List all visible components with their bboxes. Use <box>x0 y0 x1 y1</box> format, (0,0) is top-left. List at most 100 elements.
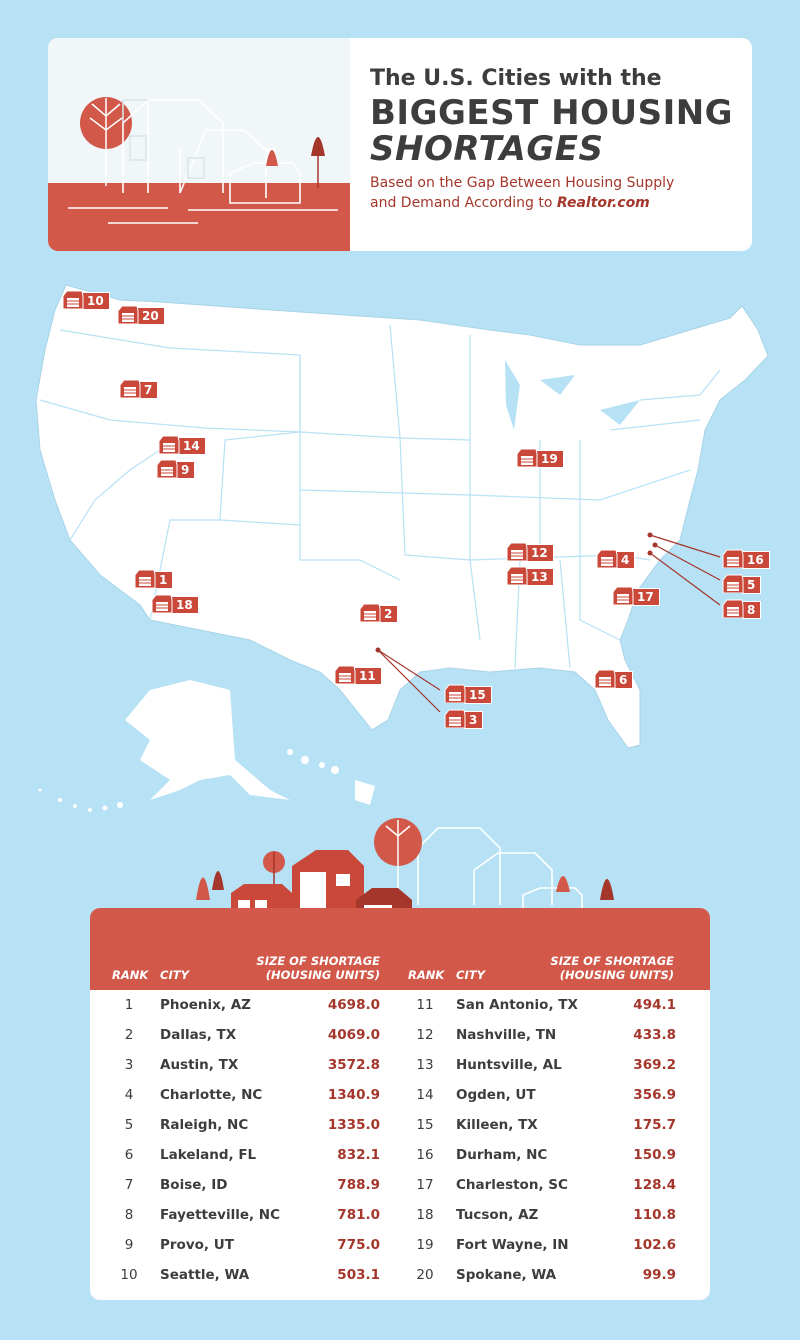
subtitle: Based on the Gap Between Housing Supply … <box>370 173 740 213</box>
house-marker-icon <box>334 665 356 684</box>
marker-rank-label: 7 <box>139 381 159 399</box>
shortage-value-cell: 356.9 <box>633 1087 676 1103</box>
house-marker-icon <box>158 435 180 454</box>
marker-rank-label: 4 <box>616 551 636 569</box>
rank-cell: 13 <box>416 1057 434 1073</box>
city-marker: 11 <box>334 664 382 685</box>
shortage-value-cell: 781.0 <box>337 1207 380 1223</box>
house-marker-icon <box>722 549 744 568</box>
shortage-value-cell: 150.9 <box>633 1147 676 1163</box>
rank-cell: 11 <box>416 997 434 1013</box>
rank-cell: 1 <box>124 997 134 1013</box>
header-card: The U.S. Cities with the BIGGEST HOUSING… <box>48 38 752 251</box>
shortage-value-cell: 1335.0 <box>327 1117 380 1133</box>
tree-icon <box>196 877 210 900</box>
rank-cell: 15 <box>416 1117 434 1133</box>
header-text: The U.S. Cities with the BIGGEST HOUSING… <box>370 66 740 213</box>
marker-rank-label: 6 <box>614 671 634 689</box>
marker-rank-label: 19 <box>536 450 564 468</box>
hawaii-shape <box>287 749 375 805</box>
city-cell: Fayetteville, NC <box>160 1207 281 1223</box>
rank-cell: 18 <box>416 1207 434 1223</box>
city-marker: 15 <box>444 683 492 704</box>
city-marker: 7 <box>119 378 159 399</box>
city-marker: 19 <box>516 447 564 468</box>
rank-cell: 3 <box>124 1057 134 1073</box>
rank-header-right: RANK <box>408 968 445 982</box>
city-marker: 3 <box>444 708 484 729</box>
rank-cell: 16 <box>416 1147 434 1163</box>
table-row: 10 Seattle, WA 503.1 <box>90 1260 390 1290</box>
contiguous-us-shape <box>35 284 769 749</box>
table-row: 15 Killeen, TX 175.7 <box>386 1110 686 1140</box>
house-marker-icon <box>359 603 381 622</box>
title-line-2: BIGGEST HOUSING <box>370 93 734 133</box>
city-cell: Boise, ID <box>160 1177 228 1193</box>
table-row: 6 Lakeland, FL 832.1 <box>90 1140 390 1170</box>
table-row: 7 Boise, ID 788.9 <box>90 1170 390 1200</box>
shortage-value-cell: 832.1 <box>337 1147 380 1163</box>
city-marker: 10 <box>62 289 110 310</box>
house-marker-icon <box>444 684 466 703</box>
tree-icon <box>266 150 278 166</box>
tree-icon <box>212 871 224 890</box>
city-cell: Lakeland, FL <box>160 1147 257 1163</box>
marker-rank-label: 20 <box>137 307 165 325</box>
house-icon <box>292 850 364 920</box>
city-cell: Raleigh, NC <box>160 1117 249 1133</box>
shortage-value-cell: 102.6 <box>633 1237 676 1253</box>
rank-cell: 7 <box>124 1177 134 1193</box>
shortage-value-cell: 175.7 <box>633 1117 676 1133</box>
rank-cell: 12 <box>416 1027 434 1043</box>
city-cell: Phoenix, AZ <box>160 997 251 1013</box>
city-marker: 13 <box>506 565 554 586</box>
size-header-left: SIZE OF SHORTAGE (HOUSING UNITS) <box>256 954 380 982</box>
city-cell: Seattle, WA <box>160 1267 250 1283</box>
shortage-value-cell: 99.9 <box>642 1267 676 1283</box>
city-marker: 2 <box>359 602 399 623</box>
city-marker: 14 <box>158 434 206 455</box>
city-cell: Austin, TX <box>160 1057 239 1073</box>
rank-cell: 6 <box>124 1147 134 1163</box>
table-row: 8 Fayetteville, NC 781.0 <box>90 1200 390 1230</box>
shortage-value-cell: 788.9 <box>337 1177 380 1193</box>
rank-cell: 4 <box>124 1087 134 1103</box>
city-marker: 12 <box>506 541 554 562</box>
shortage-value-cell: 775.0 <box>337 1237 380 1253</box>
subtitle-line-1: Based on the Gap Between Housing Supply <box>370 175 675 191</box>
marker-rank-label: 8 <box>742 601 762 619</box>
marker-rank-label: 18 <box>171 596 199 614</box>
aleutian-islands <box>38 788 123 812</box>
table-row: 11 San Antonio, TX 494.1 <box>386 990 686 1020</box>
marker-rank-label: 16 <box>742 551 770 569</box>
shortage-value-cell: 128.4 <box>633 1177 676 1193</box>
table-row: 2 Dallas, TX 4069.0 <box>90 1020 390 1050</box>
subtitle-line-2: and Demand According to Realtor.com <box>370 193 740 213</box>
table-row: 1 Phoenix, AZ 4698.0 <box>90 990 390 1020</box>
table-row: 5 Raleigh, NC 1335.0 <box>90 1110 390 1140</box>
city-marker: 16 <box>722 548 770 569</box>
city-cell: Dallas, TX <box>160 1027 237 1043</box>
marker-rank-label: 15 <box>464 686 492 704</box>
shortage-value-cell: 4698.0 <box>327 997 380 1013</box>
rank-cell: 14 <box>416 1087 434 1103</box>
city-marker: 20 <box>117 304 165 325</box>
house-marker-icon <box>722 599 744 618</box>
tree-icon <box>600 879 614 900</box>
header-illustration <box>48 38 350 251</box>
city-cell: Huntsville, AL <box>456 1057 562 1073</box>
subtitle-line-2-prefix: and Demand According to <box>370 195 557 211</box>
size-header-line-1: SIZE OF SHORTAGE <box>550 954 674 968</box>
city-header-right: CITY <box>456 968 485 982</box>
house-marker-icon <box>156 459 178 478</box>
house-marker-icon <box>506 542 528 561</box>
tree-icon <box>311 137 325 156</box>
house-marker-icon <box>596 549 618 568</box>
table-row: 4 Charlotte, NC 1340.9 <box>90 1080 390 1110</box>
table-row: 14 Ogden, UT 356.9 <box>386 1080 686 1110</box>
rank-cell: 2 <box>124 1027 134 1043</box>
table-row: 13 Huntsville, AL 369.2 <box>386 1050 686 1080</box>
rank-cell: 5 <box>124 1117 134 1133</box>
house-marker-icon <box>117 305 139 324</box>
house-marker-icon <box>119 379 141 398</box>
